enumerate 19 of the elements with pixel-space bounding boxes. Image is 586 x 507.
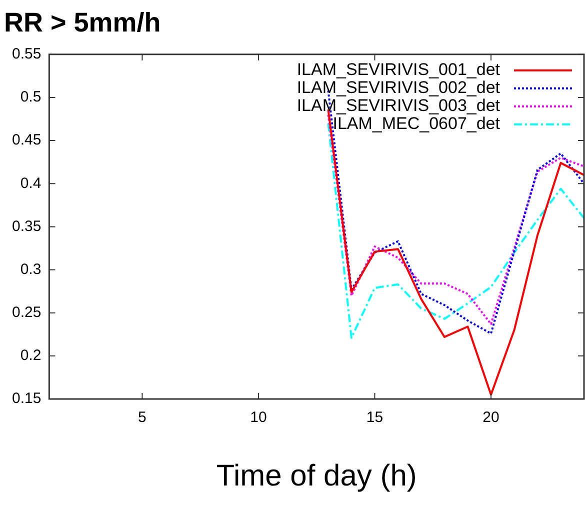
- y-tick-label: 0.2: [20, 347, 42, 364]
- y-tick-label: 0.4: [20, 174, 42, 192]
- legend-label: ILAM_SEVIRIVIS_002_det: [296, 78, 500, 98]
- y-tick-label: 0.55: [12, 46, 42, 63]
- x-axis-title: Time of day (h): [216, 459, 417, 492]
- y-tick-label: 0.15: [12, 390, 42, 408]
- legend-label: ILAM_MEC_0607_det: [332, 114, 500, 134]
- x-tick-label: 20: [482, 409, 500, 426]
- y-tick-label: 0.35: [12, 218, 42, 235]
- x-tick-label: 5: [138, 409, 146, 426]
- y-tick-label: 0.45: [12, 132, 42, 149]
- legend-label: ILAM_SEVIRIVIS_001_det: [296, 60, 500, 80]
- legend-label: ILAM_SEVIRIVIS_003_det: [296, 96, 500, 116]
- chart-title: RR > 5mm/h: [4, 8, 161, 38]
- y-tick-label: 0.25: [12, 304, 42, 321]
- x-tick-label: 15: [366, 409, 384, 426]
- x-tick-label: 10: [250, 409, 267, 426]
- y-tick-label: 0.3: [20, 260, 42, 278]
- y-tick-label: 0.5: [20, 88, 42, 106]
